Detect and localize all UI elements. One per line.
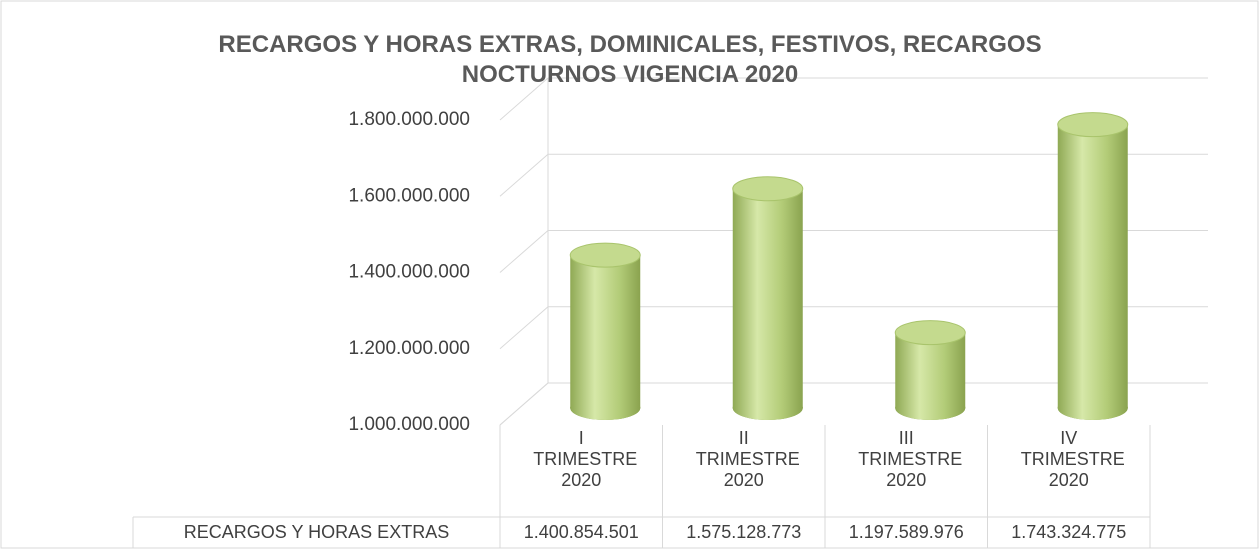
data-table-value: 1.743.324.775 [1011,522,1127,542]
bar-part [895,396,966,420]
y-tick-label: 1.400.000.000 [348,262,470,283]
bar-part [732,188,803,408]
grid-line [499,153,549,197]
data-table-value: 1.400.854.501 [523,522,639,542]
bar-part [569,242,641,268]
x-tick-label: II TRIMESTRE 2020 [695,428,800,490]
grid-line [499,77,549,121]
bar-part [895,332,966,408]
y-tick-label: 1.800.000.000 [348,109,470,130]
data-table-value: 1.575.128.773 [686,522,802,542]
y-tick-label: 1.600.000.000 [348,185,470,206]
grid-line [499,382,549,426]
bar [894,320,966,420]
data-table-value: 1.197.589.976 [848,522,964,542]
bar-part [894,320,966,346]
grid-line [499,306,549,350]
x-tick-label: IV TRIMESTRE 2020 [1020,428,1125,490]
bar-part [1057,112,1129,138]
grid-line [499,230,549,273]
chart-title: RECARGOS Y HORAS EXTRAS, DOMINICALES, FE… [218,31,1042,88]
bar-part [732,396,803,420]
bar-part [1057,124,1128,409]
y-tick-label: 1.200.000.000 [348,338,470,359]
x-tick-label: III TRIMESTRE 2020 [858,428,963,490]
bar-part [570,255,641,408]
series-name: RECARGOS Y HORAS EXTRAS [183,522,450,542]
x-tick-label: I TRIMESTRE 2020 [533,428,638,490]
bar-part [1057,396,1128,420]
y-tick-label: 1.000.000.000 [348,414,470,435]
bar [732,176,804,420]
bar [569,242,641,420]
bar-part [732,176,804,202]
bar-part [570,396,641,420]
bar [1057,112,1129,420]
